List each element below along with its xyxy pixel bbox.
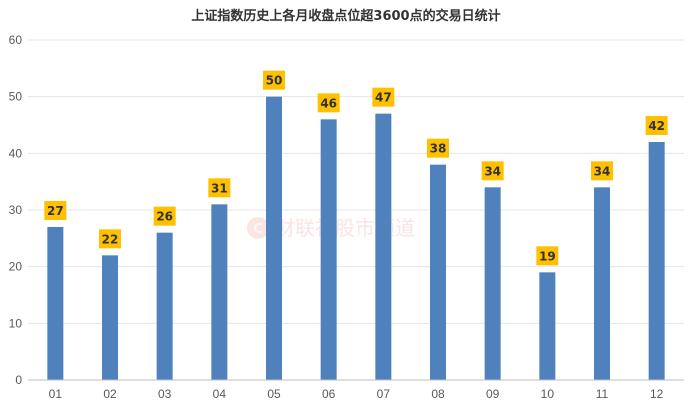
x-tick-label: 01 <box>49 387 63 401</box>
data-label: 22 <box>102 232 119 246</box>
bar <box>320 119 337 380</box>
bar <box>430 164 446 380</box>
data-label: 50 <box>266 74 283 88</box>
x-tick-label: 10 <box>541 387 555 401</box>
data-label-background <box>263 70 285 90</box>
watermark-logo-letter: C <box>253 222 263 237</box>
y-axis-ticks: 0 10 20 30 40 50 60 <box>9 33 23 387</box>
data-label-background <box>427 138 449 158</box>
watermark-text: 财联社股市频道 <box>275 216 415 240</box>
bar <box>484 187 501 380</box>
y-tick-label: 10 <box>9 316 23 330</box>
x-tick-label: 11 <box>596 387 609 401</box>
data-label-background <box>153 206 176 226</box>
x-axis-ticks: 01 02 03 04 05 06 07 08 09 10 11 12 <box>49 387 664 401</box>
data-label: 34 <box>484 164 501 178</box>
y-tick-label: 30 <box>9 203 23 217</box>
data-label-background <box>481 161 504 181</box>
x-tick-label: 05 <box>267 387 281 401</box>
data-label-background <box>645 116 668 135</box>
data-label-background <box>317 93 340 113</box>
x-tick-label: 04 <box>213 387 227 401</box>
bar <box>211 204 228 380</box>
x-tick-label: 08 <box>431 387 445 401</box>
data-label-background <box>591 161 613 181</box>
x-tick-label: 06 <box>322 387 336 401</box>
data-label: 38 <box>430 142 447 156</box>
data-label: 34 <box>594 164 611 178</box>
x-tick-label: 12 <box>650 387 664 401</box>
chart-title: 上证指数历史上各月收盘点位超3600点的交易日统计 <box>191 8 500 24</box>
y-tick-label: 40 <box>9 146 23 160</box>
data-label-background <box>208 178 231 198</box>
y-tick-label: 50 <box>9 90 23 104</box>
y-tick-label: 60 <box>9 33 23 47</box>
gridlines <box>28 39 684 324</box>
x-tick-label: 07 <box>377 387 391 401</box>
y-tick-label: 20 <box>9 260 23 274</box>
x-tick-label: 02 <box>103 387 117 401</box>
bar <box>648 142 665 380</box>
data-label-background <box>372 87 395 107</box>
watermark-logo-icon <box>247 217 269 239</box>
bars <box>47 96 665 381</box>
data-label-background <box>536 246 559 266</box>
x-tick-label: 09 <box>486 387 500 401</box>
data-label: 27 <box>47 204 64 218</box>
bar <box>47 227 64 380</box>
data-label: 31 <box>211 181 228 195</box>
watermark: C 财联社股市频道 <box>247 216 415 240</box>
data-label: 46 <box>320 96 337 110</box>
data-label: 47 <box>375 91 392 105</box>
data-label: 26 <box>156 210 173 224</box>
y-tick-label: 0 <box>15 373 22 387</box>
bar <box>266 96 282 381</box>
data-label-background <box>44 201 67 220</box>
x-tick-label: 03 <box>158 387 172 401</box>
bar <box>594 187 610 380</box>
data-label-background <box>99 229 121 249</box>
data-label: 19 <box>539 249 556 263</box>
bar <box>102 255 118 380</box>
bar <box>375 113 392 381</box>
data-label: 42 <box>648 119 665 133</box>
bar <box>539 272 556 380</box>
data-labels: 27 22 26 31 50 46 47 38 34 19 34 42 <box>44 70 668 266</box>
bar <box>156 232 173 380</box>
